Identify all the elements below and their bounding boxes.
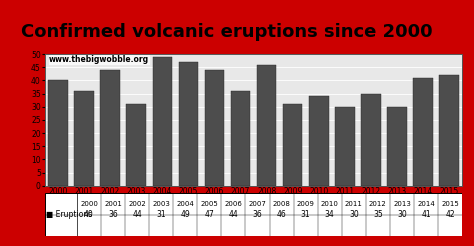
Text: 2003: 2003 bbox=[152, 201, 170, 207]
Bar bbox=[257, 65, 276, 186]
Text: 2014: 2014 bbox=[417, 201, 435, 207]
Text: 31: 31 bbox=[156, 210, 166, 219]
Text: 2001: 2001 bbox=[104, 201, 122, 207]
Text: www.thebigwobble.org: www.thebigwobble.org bbox=[49, 55, 149, 64]
Bar bbox=[283, 104, 302, 186]
Text: 2010: 2010 bbox=[321, 201, 338, 207]
Text: 41: 41 bbox=[421, 210, 431, 219]
Text: 2005: 2005 bbox=[201, 201, 218, 207]
Text: 44: 44 bbox=[228, 210, 238, 219]
Text: 42: 42 bbox=[445, 210, 455, 219]
Bar bbox=[439, 75, 459, 186]
Text: 44: 44 bbox=[132, 210, 142, 219]
Bar bbox=[74, 91, 94, 186]
Text: 47: 47 bbox=[204, 210, 214, 219]
Text: 49: 49 bbox=[181, 210, 190, 219]
Text: 36: 36 bbox=[253, 210, 263, 219]
Text: 30: 30 bbox=[349, 210, 359, 219]
Bar bbox=[309, 96, 328, 186]
Bar bbox=[153, 57, 172, 186]
Bar bbox=[179, 62, 198, 186]
Text: 2013: 2013 bbox=[393, 201, 411, 207]
Text: ■ Eruptions: ■ Eruptions bbox=[46, 210, 92, 219]
Bar bbox=[127, 104, 146, 186]
Text: 2011: 2011 bbox=[345, 201, 363, 207]
Bar bbox=[205, 70, 224, 186]
Text: 2008: 2008 bbox=[273, 201, 291, 207]
Text: 2002: 2002 bbox=[128, 201, 146, 207]
Text: 2015: 2015 bbox=[441, 201, 459, 207]
Text: 30: 30 bbox=[397, 210, 407, 219]
Bar bbox=[413, 78, 433, 186]
Text: 40: 40 bbox=[84, 210, 94, 219]
Text: 35: 35 bbox=[373, 210, 383, 219]
Text: 34: 34 bbox=[325, 210, 335, 219]
Text: 2006: 2006 bbox=[225, 201, 242, 207]
Text: 2004: 2004 bbox=[176, 201, 194, 207]
Text: 46: 46 bbox=[277, 210, 286, 219]
Bar bbox=[100, 70, 120, 186]
Text: 36: 36 bbox=[108, 210, 118, 219]
Text: Confirmed volcanic eruptions since 2000: Confirmed volcanic eruptions since 2000 bbox=[21, 23, 433, 41]
Bar bbox=[231, 91, 250, 186]
Text: 2007: 2007 bbox=[248, 201, 266, 207]
Text: 2009: 2009 bbox=[297, 201, 315, 207]
Text: 31: 31 bbox=[301, 210, 310, 219]
Bar bbox=[387, 107, 407, 186]
Bar bbox=[48, 80, 68, 186]
Bar bbox=[361, 93, 381, 186]
Bar bbox=[335, 107, 355, 186]
Text: 2000: 2000 bbox=[80, 201, 98, 207]
Text: 2012: 2012 bbox=[369, 201, 387, 207]
